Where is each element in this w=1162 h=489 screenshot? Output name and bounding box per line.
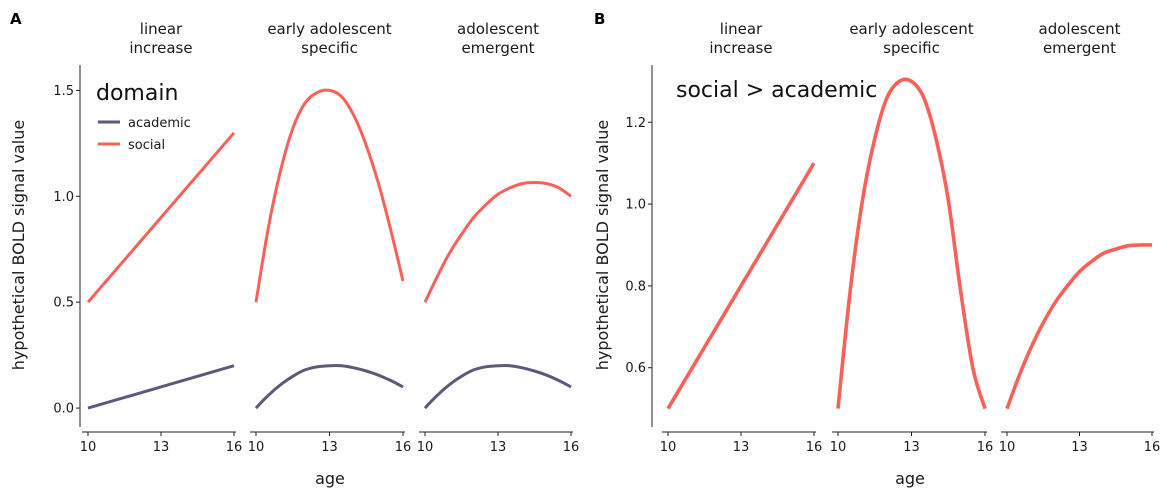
- y-tick-label: 1.0: [625, 198, 646, 213]
- x-tick-label: 13: [490, 440, 507, 455]
- facet-strip-label: adolescent: [457, 20, 539, 38]
- facet-strip-label: increase: [129, 39, 192, 57]
- x-tick-label: 16: [977, 440, 994, 455]
- facet-strip-label: early adolescent: [849, 20, 973, 38]
- facet-strip-label: linear: [140, 20, 183, 38]
- x-tick-label: 13: [733, 440, 750, 455]
- facet-strip-label: emergent: [1043, 39, 1116, 57]
- x-tick-label: 10: [999, 440, 1016, 455]
- x-tick-label: 10: [80, 440, 97, 455]
- series-line-academic: [423, 364, 572, 410]
- x-tick-label: 10: [417, 440, 434, 455]
- y-tick-label: 1.2: [625, 116, 646, 131]
- y-tick-label: 1.5: [53, 84, 74, 99]
- x-tick-label: 16: [395, 440, 412, 455]
- y-tick-label: 0.0: [53, 402, 74, 417]
- legend-label-academic: academic: [128, 116, 191, 131]
- series-line-academic: [87, 364, 235, 410]
- legend-label-social: social: [128, 138, 165, 153]
- panel-letter-A: A: [10, 10, 22, 28]
- y-axis-title: hypothetical BOLD signal value: [9, 120, 28, 370]
- facet-strip-label: emergent: [461, 39, 534, 57]
- x-tick-label: 16: [1144, 440, 1161, 455]
- y-axis-title: hypothetical BOLD signal value: [593, 120, 612, 370]
- x-tick-label: 13: [153, 440, 170, 455]
- facet-strip-label: specific: [883, 39, 940, 57]
- x-axis-title: age: [895, 469, 925, 488]
- y-tick-label: 0.5: [53, 296, 74, 311]
- facet-strip-label: increase: [709, 39, 772, 57]
- series-line-social: [254, 88, 405, 303]
- facet-strip-label: early adolescent: [267, 20, 391, 38]
- y-tick-label: 0.8: [625, 279, 646, 294]
- legend-title: domain: [96, 81, 178, 106]
- x-tick-label: 16: [226, 440, 243, 455]
- facet-strip-label: adolescent: [1039, 20, 1121, 38]
- x-tick-label: 10: [248, 440, 265, 455]
- x-tick-label: 16: [563, 440, 580, 455]
- panel-annotation: social > academic: [676, 78, 877, 103]
- facet-strip-label: linear: [720, 20, 763, 38]
- series-line-social: [423, 181, 572, 303]
- y-tick-label: 1.0: [53, 190, 74, 205]
- x-tick-label: 13: [321, 440, 338, 455]
- panel-letter-B: B: [594, 10, 605, 28]
- series-line-social-academic: [836, 77, 987, 410]
- series-line-social: [86, 131, 236, 304]
- series-line-social-academic: [666, 162, 816, 410]
- x-tick-label: 10: [830, 440, 847, 455]
- x-tick-label: 13: [903, 440, 920, 455]
- facet-strip-label: specific: [301, 39, 358, 57]
- series-line-academic: [254, 364, 404, 410]
- x-axis-title: age: [315, 469, 345, 488]
- x-tick-label: 16: [806, 440, 823, 455]
- y-tick-label: 0.6: [625, 361, 646, 376]
- x-tick-label: 13: [1071, 440, 1088, 455]
- x-tick-label: 10: [660, 440, 677, 455]
- series-line-social-academic: [1005, 243, 1153, 410]
